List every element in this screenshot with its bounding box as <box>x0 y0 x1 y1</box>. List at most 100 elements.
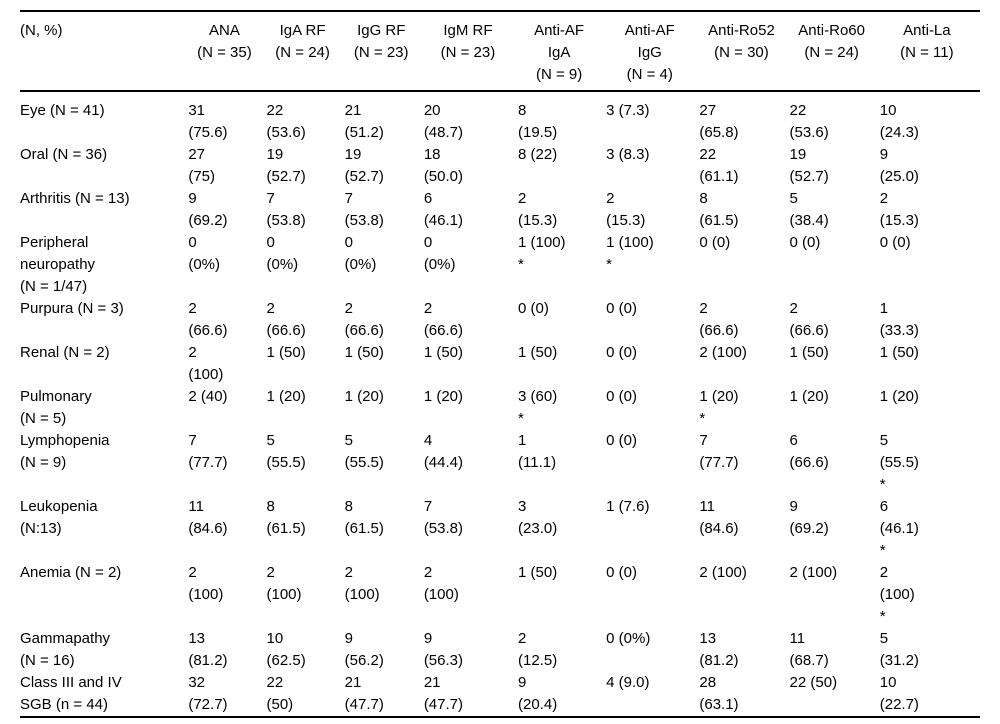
table-row: Leukopenia (N:13) 11 (84.6) 8 (61.5) 8 (61.… <box>20 496 980 562</box>
table-row: Anemia (N = 2) 2 (100) 2 (100) 2 (100) 2 (10… <box>20 562 980 628</box>
table-cell: 22 (50) <box>789 674 838 691</box>
table-cell: 1 (7.6) <box>606 498 650 515</box>
table-cell: 0 (0%) <box>188 234 221 273</box>
table-cell: 5 (55.5) * <box>879 432 919 493</box>
table-row: Eye (N = 41) 31 (75.6) 22 (53.6) 21 (51.2) 2… <box>20 91 980 144</box>
table-cell: 2 (15.3) <box>606 190 646 229</box>
table-cell: 0 (0) <box>606 344 638 361</box>
table-cell: 0 (0) <box>518 300 549 317</box>
table-cell: 0 (0) <box>699 234 731 251</box>
table-cell: 7 (53.8) <box>344 190 384 229</box>
table-cell: 22 (61.1) <box>699 146 739 185</box>
table-cell: 1 (50) <box>518 564 558 581</box>
table-cell: 1 (50) <box>344 344 384 361</box>
table-cell: 10 (24.3) <box>879 102 919 141</box>
table-cell: 8 (61.5) <box>699 190 739 229</box>
results-table: (N, %) ANA (N = 35) IgA RF (N = 24) IgG RF … <box>20 10 980 718</box>
table-cell: 3 (23.0) <box>518 498 558 537</box>
column-header: Anti-Ro60 (N = 24) <box>789 11 880 92</box>
table-cell: 2 (15.3) <box>879 190 919 229</box>
table-cell: 2 (15.3) <box>518 190 558 229</box>
table-cell: 1 (100) * <box>606 234 654 273</box>
table-cell: 3 (60) * <box>518 388 558 427</box>
table-cell: 1 (20) <box>344 388 384 405</box>
table-cell: 0 (0) <box>606 432 638 449</box>
table-cell: 1 (50) <box>266 344 306 361</box>
row-label: Class III and IV SGB (n = 44) <box>20 674 122 713</box>
table-cell: 7 (53.8) <box>266 190 306 229</box>
table-cell: 3 (7.3) <box>606 102 650 119</box>
table-cell: 9 (25.0) <box>879 146 919 185</box>
row-label: Leukopenia (N:13) <box>20 498 98 537</box>
table-cell: 1 (50) <box>789 344 829 361</box>
table-cell: 22 (53.6) <box>789 102 829 141</box>
table-cell: 2 (40) <box>188 388 228 405</box>
table-cell: 19 (52.7) <box>266 146 306 185</box>
table-cell: 8 (61.5) <box>266 498 306 537</box>
table-cell: 6 (66.6) <box>789 432 829 471</box>
row-label: Peripheral neuropathy (N = 1/47) <box>20 234 96 295</box>
table-cell: 21 (47.7) <box>423 674 463 713</box>
table-cell: 19 (52.7) <box>789 146 829 185</box>
table-cell: 2 (100) <box>699 564 747 581</box>
table-cell: 13 (81.2) <box>699 630 739 669</box>
table-cell: 2 (100) <box>344 564 380 603</box>
row-label: Pulmonary (N = 5) <box>20 388 92 427</box>
column-header: ANA (N = 35) <box>188 11 267 92</box>
table-cell: 2 (100) <box>188 344 224 383</box>
row-label: Renal (N = 2) <box>20 344 110 361</box>
table-cell: 19 (52.7) <box>344 146 384 185</box>
table-cell: 2 (100) <box>423 564 459 603</box>
row-label: Arthritis (N = 13) <box>20 190 130 207</box>
table-cell: 1 (50) <box>518 344 558 361</box>
table-cell: 7 (53.8) <box>423 498 463 537</box>
row-label: Oral (N = 36) <box>20 146 108 163</box>
table-cell: 6 (46.1) <box>423 190 463 229</box>
table-cell: 28 (63.1) <box>699 674 739 713</box>
table-cell: 6 (46.1) * <box>879 498 919 559</box>
table-cell: 4 (44.4) <box>423 432 463 471</box>
table-row: Pulmonary (N = 5) 2 (40) 1 (20) 1 (20) 1 (20… <box>20 386 980 430</box>
table-header: (N, %) ANA (N = 35) IgA RF (N = 24) IgG RF … <box>20 11 980 92</box>
table-cell: 9 (69.2) <box>188 190 228 229</box>
table-cell: 2 (66.6) <box>699 300 739 339</box>
table-cell: 1 (20) <box>423 388 463 405</box>
table-cell: 0 (0) <box>606 300 638 317</box>
table-cell: 11 (68.7) <box>789 630 829 669</box>
table-cell: 2 (100) <box>699 344 747 361</box>
table-cell: 11 (84.6) <box>699 498 739 537</box>
table-cell: 2 (12.5) <box>518 630 558 669</box>
table-cell: 1 (50) <box>879 344 919 361</box>
table-cell: 18 (50.0) <box>423 146 463 185</box>
table-cell: 27 (65.8) <box>699 102 739 141</box>
table-row: Arthritis (N = 13) 9 (69.2) 7 (53.8) 7 (53.… <box>20 188 980 232</box>
table-cell: 20 (48.7) <box>423 102 463 141</box>
table-cell: 2 (100) <box>789 564 838 581</box>
table-cell: 0 (0) <box>606 388 638 405</box>
table-cell: 0 (0) <box>879 234 911 251</box>
table-cell: 1 (20) * <box>699 388 739 427</box>
table-cell: 21 (47.7) <box>344 674 384 713</box>
table-cell: 0 (0) <box>789 234 821 251</box>
table-cell: 1 (33.3) <box>879 300 919 339</box>
table-cell: 1 (20) <box>266 388 306 405</box>
table-cell: 13 (81.2) <box>188 630 228 669</box>
column-header: IgA RF (N = 24) <box>266 11 345 92</box>
table-container: (N, %) ANA (N = 35) IgA RF (N = 24) IgG RF … <box>20 10 980 718</box>
table-cell: 2 (66.6) <box>789 300 829 339</box>
table-row: Purpura (N = 3) 2 (66.6) 2 (66.6) 2 (66.6) 2… <box>20 298 980 342</box>
row-label: Gammapathy (N = 16) <box>20 630 111 669</box>
table-cell: 2 (100) * <box>879 564 915 625</box>
table-cell: 7 (77.7) <box>699 432 739 471</box>
table-row: Class III and IV SGB (n = 44) 32 (72.7) 22… <box>20 672 980 717</box>
table-cell: 7 (77.7) <box>188 432 228 471</box>
table-cell: 22 (50) <box>266 674 294 713</box>
row-label: Lymphopenia (N = 9) <box>20 432 110 471</box>
table-cell: 5 (31.2) <box>879 630 919 669</box>
table-cell: 5 (38.4) <box>789 190 829 229</box>
table-cell: 5 (55.5) <box>266 432 306 471</box>
table-cell: 32 (72.7) <box>188 674 228 713</box>
column-header: Anti-AF IgA (N = 9) <box>518 11 607 92</box>
table-cell: 1 (100) * <box>518 234 566 273</box>
